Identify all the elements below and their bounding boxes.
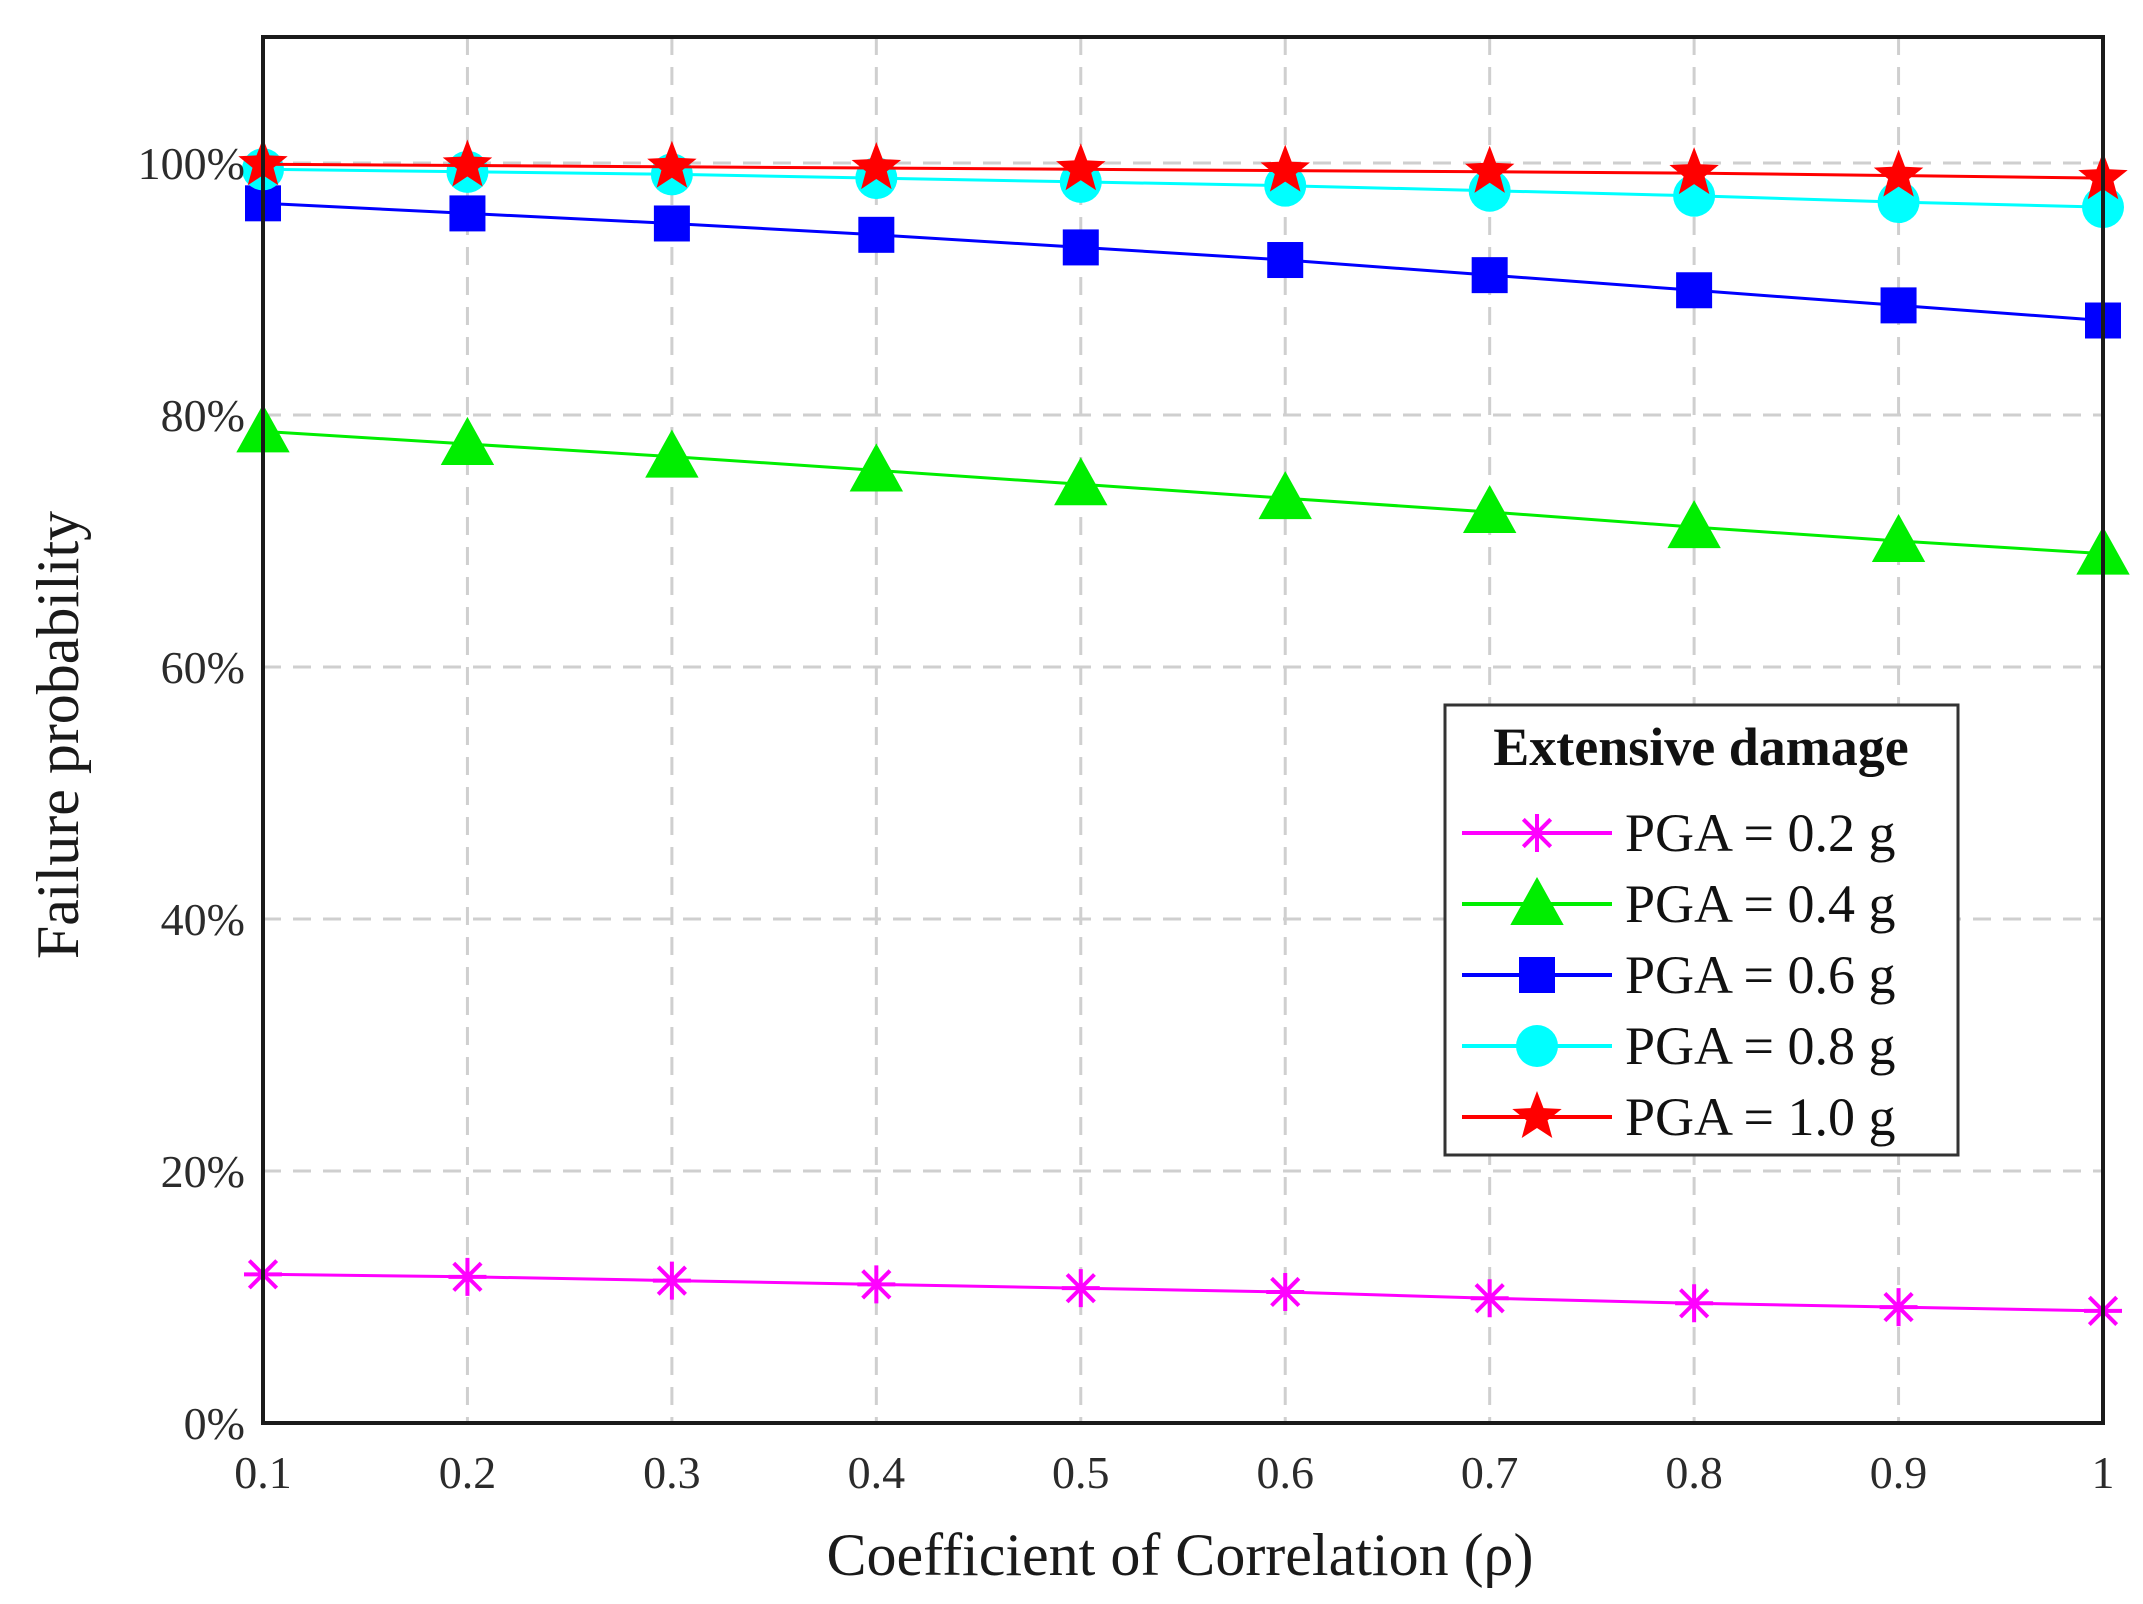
x-tick-label: 0.5: [1052, 1447, 1110, 1498]
legend-entry: PGA = 0.6 g: [1462, 945, 1896, 1005]
tick-labels: 0.1 0.2 0.3 0.4 0.5 0.6 0.7 0.8 0.9 1 0% 20% 40% 60% 8…: [138, 138, 2115, 1498]
legend-swatch-marker: [1519, 957, 1555, 993]
x-tick-label: 0.1: [234, 1447, 292, 1498]
data-point: [1669, 147, 1719, 195]
legend-entry: PGA = 0.2 g: [1462, 803, 1896, 863]
legend-box: [1443, 703, 1960, 1157]
data-point: [1880, 287, 1917, 324]
x-tick-label: 1: [2092, 1447, 2115, 1498]
legend-label: PGA = 0.4 g: [1625, 874, 1896, 934]
data-point: [1062, 229, 1099, 266]
x-tick-label: 0.9: [1870, 1447, 1928, 1498]
x-tick-label: 0.3: [643, 1447, 701, 1498]
data-point: [857, 1265, 896, 1304]
series-line: [262, 167, 2104, 209]
x-tick-label: 0.8: [1665, 1447, 1723, 1498]
y-tick-label: 80%: [161, 390, 245, 441]
data-point: [851, 142, 902, 190]
plot-frame: [261, 35, 2105, 1425]
legend-entry: PGA = 0.8 g: [1462, 1016, 1896, 1076]
data-point: [858, 216, 895, 253]
series-layer: [236, 138, 2130, 1330]
data-point: [1054, 457, 1108, 506]
data-point: [1462, 484, 1517, 534]
y-tick-label: 20%: [161, 1146, 245, 1197]
legend-swatch-marker: [1516, 1025, 1558, 1067]
series-line: [262, 429, 2104, 556]
data-point: [652, 1261, 691, 1300]
legend-label: PGA = 0.6 g: [1625, 945, 1896, 1005]
legend-title: Extensive damage: [1493, 717, 1908, 777]
y-axis-title: Failure probability: [25, 511, 91, 959]
y-tick-label: 100%: [138, 138, 245, 189]
data-point: [1877, 181, 1920, 224]
x-tick-label: 0.6: [1256, 1447, 1314, 1498]
data-point: [1056, 143, 1106, 191]
data-point: [440, 416, 495, 465]
data-point: [442, 139, 493, 187]
data-point: [647, 140, 697, 188]
legend-label: PGA = 0.8 g: [1625, 1016, 1896, 1076]
y-tick-label: 40%: [161, 894, 245, 945]
data-point: [1258, 471, 1312, 520]
legend-label: PGA = 1.0 g: [1625, 1087, 1896, 1147]
legend-swatch-marker: [1510, 876, 1564, 925]
legend-entries: PGA = 0.2 g PGA = 0.4 g PGA = 0.6 g PGA = 0…: [1462, 803, 1896, 1147]
data-point: [1061, 1269, 1100, 1308]
legend-label: PGA = 0.2 g: [1625, 803, 1896, 863]
data-point: [449, 195, 486, 232]
legend-entry: PGA = 0.4 g: [1462, 874, 1896, 934]
y-tick-label: 60%: [161, 642, 245, 693]
data-point: [1470, 1279, 1509, 1318]
x-tick-label: 0.2: [439, 1447, 497, 1498]
series-line: [262, 201, 2104, 322]
data-point: [1260, 144, 1310, 192]
data-point: [1267, 242, 1304, 279]
data-point: [1675, 1284, 1714, 1323]
data-point: [1879, 1288, 1918, 1327]
data-point: [1676, 272, 1713, 309]
x-axis-title: Coefficient of Correlation (ρ): [827, 1522, 1534, 1588]
data-point: [1266, 1272, 1305, 1311]
series-line: [262, 1272, 2104, 1313]
legend-entry: PGA = 1.0 g: [1462, 1087, 1896, 1147]
data-point: [1873, 149, 1924, 197]
data-point: [1871, 513, 1926, 562]
data-point: [849, 443, 904, 492]
grid: [263, 37, 2103, 1423]
data-point: [1471, 257, 1508, 294]
series-2: [236, 404, 2130, 575]
data-point: [653, 205, 690, 242]
series-line: [262, 162, 2104, 180]
legend-swatch-marker: [1512, 1091, 1562, 1138]
data-point: [645, 429, 699, 478]
legend-swatch-marker: [1518, 814, 1556, 852]
x-tick-label: 0.7: [1461, 1447, 1519, 1498]
data-point: [1464, 145, 1515, 193]
x-tick-label: 0.4: [848, 1447, 906, 1498]
data-point: [1667, 500, 1721, 549]
data-point: [448, 1257, 487, 1296]
y-tick-label: 0%: [184, 1398, 245, 1449]
